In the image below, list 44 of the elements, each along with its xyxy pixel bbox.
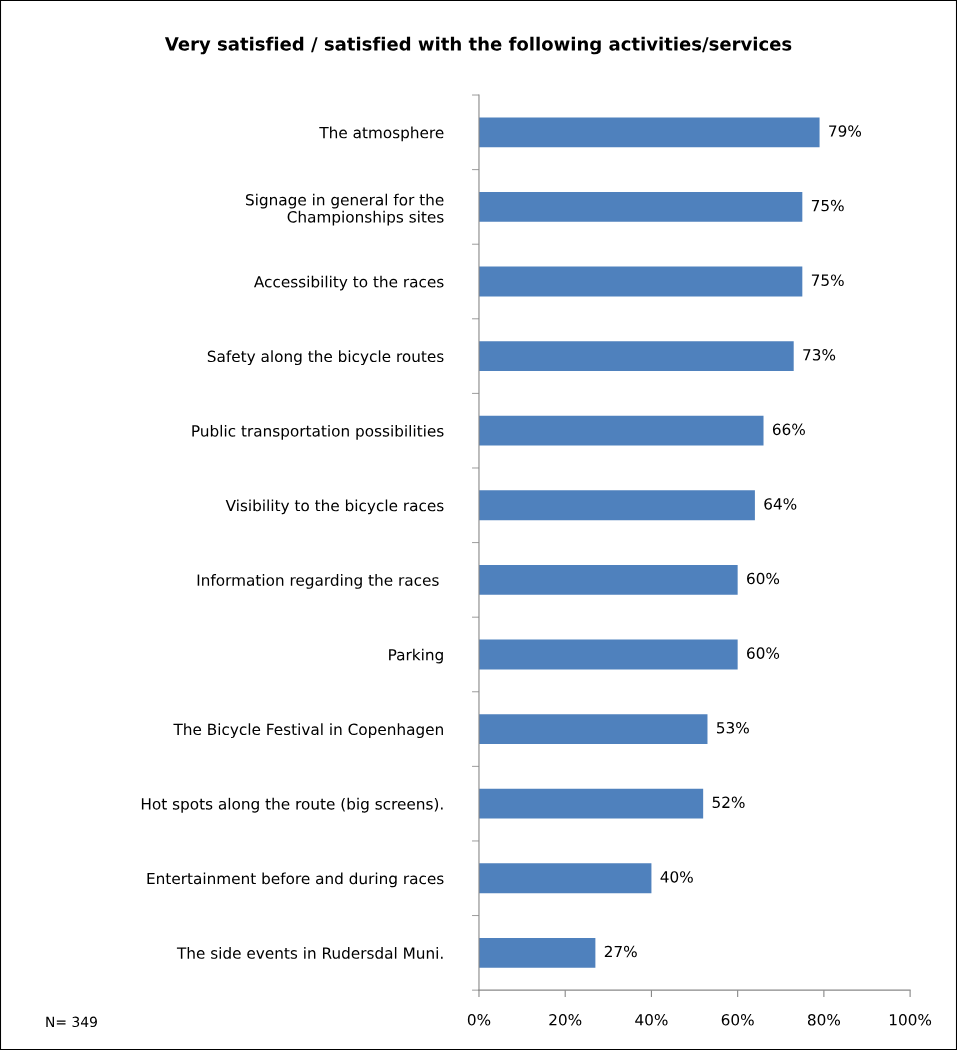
y-tick-label: Visibility to the bicycle races	[225, 499, 444, 515]
bar	[478, 192, 803, 222]
data-label: 52%	[712, 796, 745, 809]
bar	[478, 564, 738, 595]
data-label: 40%	[660, 871, 693, 883]
data-label: 75%	[811, 199, 844, 212]
x-tick-label: 20%	[549, 1014, 582, 1026]
bar	[478, 937, 596, 968]
x-tick-label: 0%	[467, 1014, 491, 1026]
bar	[478, 863, 652, 894]
bar	[478, 490, 755, 521]
bar	[478, 266, 803, 297]
text: N= 349	[46, 1016, 97, 1028]
data-label: 60%	[747, 647, 780, 659]
bar	[478, 341, 794, 372]
y-tick-label: Accessibility to the races	[253, 275, 444, 291]
x-tick-label: 40%	[635, 1014, 668, 1026]
bar	[478, 117, 820, 148]
data-label: 60%	[747, 572, 780, 585]
data-label: 75%	[811, 274, 844, 286]
y-tick-label: Public transportation possibilities	[192, 424, 444, 440]
y-tick-label: Information regarding the races	[197, 574, 439, 589]
y-tick-label: The side events in Rudersdal Muni.	[176, 947, 443, 959]
y-tick-label: Hot spots along the route (big screens).	[141, 797, 443, 813]
bar	[478, 639, 738, 670]
bar	[478, 788, 704, 819]
y-tick-label: Signage in general for the Championships sites	[245, 193, 444, 226]
data-label: 66%	[772, 423, 805, 436]
data-label: 79%	[829, 125, 862, 137]
x-tick-label: 60%	[721, 1014, 754, 1026]
x-tick-label: 100%	[889, 1014, 932, 1026]
y-tick-label: Parking	[389, 648, 443, 664]
bar	[478, 714, 708, 744]
bar	[478, 415, 764, 446]
chart-title: Very satisfied / satisfied with the following activities/services	[164, 36, 792, 55]
x-tick-label: 80%	[807, 1014, 841, 1026]
data-label: 27%	[604, 945, 637, 958]
data-label: 53%	[716, 721, 749, 734]
data-label: 64%	[764, 498, 797, 510]
data-label: 73%	[803, 348, 836, 361]
y-tick-label: Safety along the bicycle routes	[207, 350, 444, 366]
y-tick-label: Entertainment before and during races	[147, 872, 444, 888]
y-tick-label: The atmosphere	[319, 126, 444, 142]
y-tick-label: The Bicycle Festival in Copenhagen	[173, 723, 443, 739]
